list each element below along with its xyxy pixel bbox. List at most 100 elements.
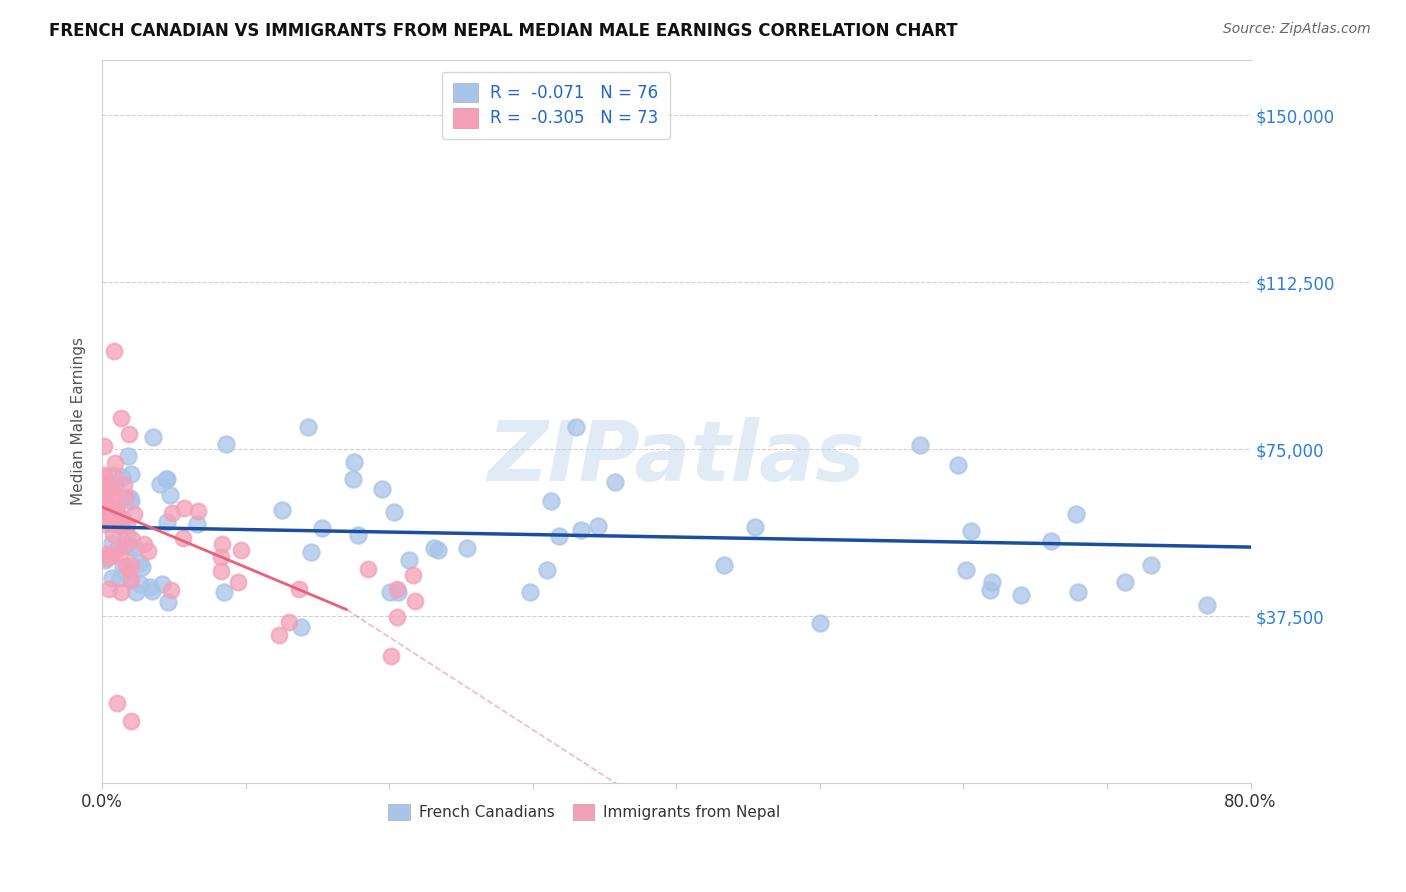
Point bbox=[588, 519, 610, 533]
Point bbox=[380, 649, 402, 664]
Point bbox=[1114, 574, 1136, 589]
Point bbox=[103, 344, 125, 359]
Point bbox=[212, 584, 235, 599]
Text: FRENCH CANADIAN VS IMMIGRANTS FROM NEPAL MEDIAN MALE EARNINGS CORRELATION CHART: FRENCH CANADIAN VS IMMIGRANTS FROM NEPAL… bbox=[49, 22, 957, 40]
Point bbox=[104, 508, 127, 522]
Point bbox=[96, 551, 118, 566]
Point bbox=[118, 426, 141, 441]
Point bbox=[100, 516, 122, 531]
Point bbox=[94, 553, 117, 567]
Point bbox=[103, 490, 125, 504]
Point bbox=[290, 620, 312, 634]
Point bbox=[402, 568, 425, 582]
Point bbox=[1140, 558, 1163, 572]
Point bbox=[94, 476, 117, 491]
Point bbox=[1067, 584, 1090, 599]
Point bbox=[160, 507, 183, 521]
Point bbox=[105, 504, 128, 518]
Point bbox=[132, 536, 155, 550]
Point bbox=[138, 580, 160, 594]
Point bbox=[385, 609, 408, 624]
Point bbox=[105, 696, 128, 710]
Point bbox=[141, 583, 163, 598]
Point bbox=[120, 491, 142, 505]
Point bbox=[118, 572, 141, 586]
Point bbox=[378, 584, 401, 599]
Point bbox=[93, 468, 115, 483]
Point bbox=[519, 584, 541, 599]
Point bbox=[1010, 588, 1032, 602]
Point bbox=[110, 585, 132, 599]
Point bbox=[186, 516, 208, 531]
Point bbox=[229, 543, 252, 558]
Point bbox=[288, 582, 311, 597]
Point bbox=[387, 584, 409, 599]
Point bbox=[713, 558, 735, 573]
Point bbox=[155, 472, 177, 486]
Point bbox=[172, 532, 194, 546]
Point bbox=[125, 584, 148, 599]
Point bbox=[159, 487, 181, 501]
Point bbox=[112, 477, 135, 491]
Point bbox=[129, 577, 152, 591]
Point bbox=[946, 458, 969, 472]
Point bbox=[108, 514, 131, 528]
Point bbox=[979, 583, 1001, 598]
Point bbox=[121, 532, 143, 546]
Point bbox=[105, 502, 128, 516]
Point bbox=[187, 504, 209, 518]
Point bbox=[342, 455, 364, 469]
Point bbox=[603, 475, 626, 490]
Point bbox=[209, 550, 232, 565]
Point bbox=[93, 476, 115, 491]
Point bbox=[93, 491, 115, 506]
Point bbox=[138, 544, 160, 558]
Point bbox=[110, 518, 132, 533]
Point bbox=[385, 582, 408, 596]
Point bbox=[120, 494, 142, 508]
Y-axis label: Median Male Earnings: Median Male Earnings bbox=[72, 337, 86, 506]
Point bbox=[101, 526, 124, 541]
Point bbox=[93, 503, 115, 517]
Point bbox=[120, 540, 142, 554]
Point bbox=[120, 714, 142, 728]
Point bbox=[104, 476, 127, 491]
Point bbox=[117, 517, 139, 532]
Point bbox=[94, 517, 117, 532]
Point bbox=[808, 615, 831, 630]
Point bbox=[110, 519, 132, 533]
Point bbox=[104, 456, 127, 470]
Point bbox=[142, 430, 165, 444]
Point bbox=[955, 564, 977, 578]
Point bbox=[93, 479, 115, 493]
Point bbox=[311, 521, 333, 535]
Point bbox=[115, 528, 138, 542]
Point bbox=[114, 538, 136, 552]
Point bbox=[536, 563, 558, 577]
Point bbox=[94, 547, 117, 561]
Point bbox=[155, 516, 177, 530]
Point bbox=[103, 468, 125, 483]
Point bbox=[93, 481, 115, 495]
Point bbox=[108, 547, 131, 561]
Point bbox=[1064, 507, 1087, 521]
Point bbox=[215, 437, 238, 451]
Point bbox=[105, 541, 128, 556]
Point bbox=[101, 536, 124, 550]
Point bbox=[297, 420, 319, 434]
Point bbox=[540, 494, 562, 508]
Point bbox=[117, 449, 139, 463]
Point bbox=[100, 490, 122, 504]
Point bbox=[111, 470, 134, 484]
Point bbox=[342, 472, 364, 486]
Point bbox=[111, 512, 134, 526]
Point bbox=[97, 582, 120, 597]
Point bbox=[93, 468, 115, 483]
Point bbox=[404, 594, 426, 608]
Point bbox=[547, 529, 569, 543]
Point bbox=[565, 420, 588, 434]
Point bbox=[960, 524, 983, 538]
Point bbox=[226, 574, 249, 589]
Point bbox=[980, 575, 1002, 590]
Point bbox=[93, 439, 115, 453]
